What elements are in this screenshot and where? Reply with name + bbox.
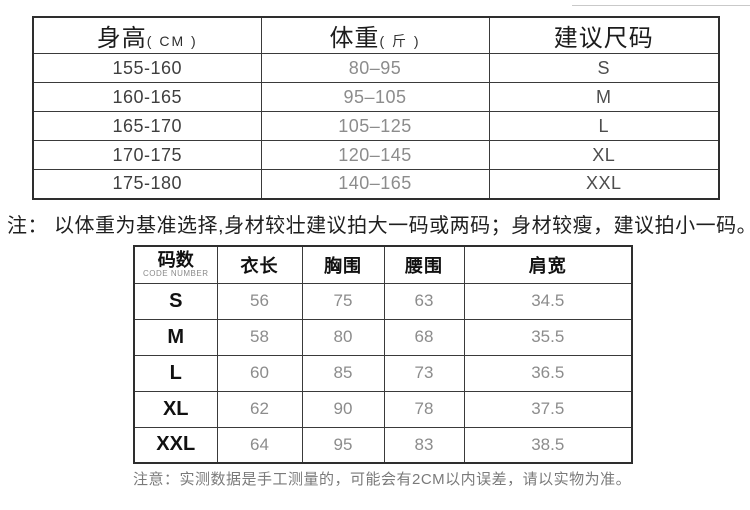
weight-header-label: 体重 (329, 25, 380, 52)
table-row: M 58 80 68 35.5 (133, 318, 633, 356)
code-number-column-header: 码数 CODE NUMBER (133, 245, 218, 284)
weight-cell: 140–165 (260, 169, 490, 199)
code-number-header-zh: 码数 (157, 250, 194, 271)
height-column-header: 身高( CM ) (32, 16, 262, 54)
size-cell: XL (488, 140, 720, 170)
shoulder-column-header: 肩宽 (463, 245, 633, 284)
length-cell: 56 (216, 282, 303, 320)
weight-cell: 80–95 (260, 53, 490, 83)
table-row: 175-180 140–165 XXL (32, 169, 720, 199)
suggested-size-column-header: 建议尺码 (488, 16, 720, 54)
chest-cell: 75 (301, 282, 385, 320)
measure-table-header-row: 码数 CODE NUMBER 衣长 胸围 腰围 肩宽 (133, 245, 633, 284)
waist-cell: 83 (383, 426, 465, 464)
shoulder-cell: 38.5 (463, 426, 633, 464)
weight-cell: 105–125 (260, 111, 490, 141)
chest-cell: 80 (301, 318, 385, 356)
size-code-cell: S (133, 282, 218, 320)
measurement-disclaimer-note: 注意：实测数据是手工测量的，可能会有2CM以内误差，请以实物为准。 (133, 471, 632, 488)
height-cell: 175-180 (32, 169, 262, 199)
height-cell: 165-170 (32, 111, 262, 141)
shoulder-cell: 37.5 (463, 390, 633, 428)
chest-cell: 85 (301, 354, 385, 392)
garment-measurement-table: 码数 CODE NUMBER 衣长 胸围 腰围 肩宽 S 56 75 63 34… (133, 245, 633, 464)
length-cell: 64 (216, 426, 303, 464)
chest-cell: 90 (301, 390, 385, 428)
garment-length-column-header: 衣长 (216, 245, 303, 284)
waist-cell: 68 (383, 318, 465, 356)
size-cell: L (488, 111, 720, 141)
size-code-cell: M (133, 318, 218, 356)
shoulder-cell: 34.5 (463, 282, 633, 320)
size-table-header-row: 身高( CM ) 体重( 斤 ) 建议尺码 (32, 16, 720, 54)
height-header-unit: ( CM ) (146, 33, 198, 49)
chest-column-header: 胸围 (301, 245, 385, 284)
suggested-size-header-label: 建议尺码 (553, 25, 654, 52)
height-cell: 155-160 (32, 53, 262, 83)
size-cell: S (488, 53, 720, 83)
table-row: XL 62 90 78 37.5 (133, 390, 633, 428)
height-weight-size-table: 身高( CM ) 体重( 斤 ) 建议尺码 155-160 80–95 S 16… (32, 16, 720, 200)
height-cell: 170-175 (32, 140, 262, 170)
length-cell: 60 (216, 354, 303, 392)
code-number-header-en: CODE NUMBER (142, 269, 209, 279)
table-row: XXL 64 95 83 38.5 (133, 426, 633, 464)
size-code-cell: L (133, 354, 218, 392)
top-crop-artifact-line (572, 5, 750, 6)
waist-cell: 63 (383, 282, 465, 320)
shoulder-cell: 35.5 (463, 318, 633, 356)
chest-cell: 95 (301, 426, 385, 464)
table-row: 170-175 120–145 XL (32, 140, 720, 170)
table-row: S 56 75 63 34.5 (133, 282, 633, 320)
length-cell: 58 (216, 318, 303, 356)
size-code-cell: XXL (133, 426, 218, 464)
waist-column-header: 腰围 (383, 245, 465, 284)
table-row: 165-170 105–125 L (32, 111, 720, 141)
height-cell: 160-165 (32, 82, 262, 112)
weight-column-header: 体重( 斤 ) (260, 16, 490, 54)
size-cell: M (488, 82, 720, 112)
size-code-cell: XL (133, 390, 218, 428)
weight-cell: 95–105 (260, 82, 490, 112)
waist-cell: 78 (383, 390, 465, 428)
weight-header-unit: ( 斤 ) (379, 33, 421, 49)
weight-cell: 120–145 (260, 140, 490, 170)
height-header-label: 身高 (96, 25, 147, 52)
table-row: 160-165 95–105 M (32, 82, 720, 112)
sizing-advice-note: 注： 以体重为基准选择,身材较壮建议拍大一码或两码；身材较瘦，建议拍小一码。 (7, 215, 750, 237)
size-cell: XXL (488, 169, 720, 199)
shoulder-cell: 36.5 (463, 354, 633, 392)
table-row: 155-160 80–95 S (32, 53, 720, 83)
table-row: L 60 85 73 36.5 (133, 354, 633, 392)
waist-cell: 73 (383, 354, 465, 392)
length-cell: 62 (216, 390, 303, 428)
